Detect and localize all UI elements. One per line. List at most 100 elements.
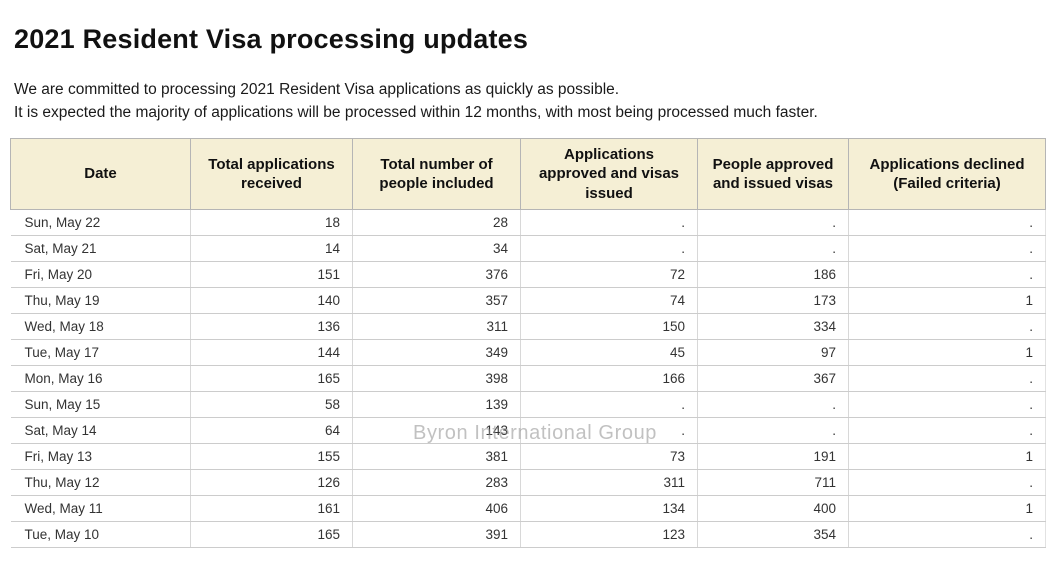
- intro-text: We are committed to processing 2021 Resi…: [14, 78, 1041, 124]
- intro-line-2: It is expected the majority of applicati…: [14, 104, 818, 121]
- value-cell: 97: [697, 339, 849, 366]
- table-row: Wed, May 18 136 311 150 334.: [10, 313, 1046, 340]
- value-cell: 334: [697, 313, 849, 340]
- column-header-applications-declined: Applications declined (Failed criteria): [848, 138, 1046, 210]
- value-cell: 18: [190, 209, 353, 236]
- column-header-people-included: Total number of people included: [352, 138, 521, 210]
- value-cell: .: [520, 209, 698, 236]
- date-cell: Thu, May 19: [10, 287, 191, 314]
- value-cell: 136: [190, 313, 353, 340]
- value-cell: .: [697, 391, 849, 418]
- date-cell: Fri, May 13: [10, 443, 191, 470]
- value-cell: 144: [190, 339, 353, 366]
- value-cell: 406: [352, 495, 521, 522]
- date-cell: Wed, May 18: [10, 313, 191, 340]
- date-cell: Tue, May 10: [10, 521, 191, 548]
- table-row: Sun, May 15 58 139...: [10, 391, 1046, 418]
- value-cell: .: [520, 391, 698, 418]
- value-cell: 166: [520, 365, 698, 392]
- value-cell: 191: [697, 443, 849, 470]
- table-row: Tue, May 10 165 391 123 354.: [10, 521, 1046, 548]
- date-cell: Wed, May 11: [10, 495, 191, 522]
- value-cell: .: [697, 417, 849, 444]
- value-cell: .: [520, 235, 698, 262]
- value-cell: 134: [520, 495, 698, 522]
- value-cell: 398: [352, 365, 521, 392]
- value-cell: .: [848, 209, 1046, 236]
- value-cell: 150: [520, 313, 698, 340]
- value-cell: .: [848, 235, 1046, 262]
- table-row: Tue, May 17 144 349 45 97 1: [10, 339, 1046, 366]
- table-row: Thu, May 12 126 283 311 711.: [10, 469, 1046, 496]
- value-cell: .: [848, 521, 1046, 548]
- table-body: Sun, May 22 18 28... Sat, May 21 14 34... Fri,…: [10, 209, 1046, 548]
- page-title: 2021 Resident Visa processing updates: [14, 24, 529, 54]
- date-cell: Tue, May 17: [10, 339, 191, 366]
- value-cell: 126: [190, 469, 353, 496]
- value-cell: .: [848, 365, 1046, 392]
- table-row: Wed, May 11 161 406 134 400 1: [10, 495, 1046, 522]
- column-header-people-approved: People approved and issued visas: [697, 138, 849, 210]
- value-cell: 354: [697, 521, 849, 548]
- value-cell: 72: [520, 261, 698, 288]
- value-cell: .: [697, 209, 849, 236]
- value-cell: 400: [697, 495, 849, 522]
- intro-line-1: We are committed to processing 2021 Resi…: [14, 81, 620, 98]
- column-header-applications-approved: Applications approved and visas issued: [520, 138, 698, 210]
- date-cell: Mon, May 16: [10, 365, 191, 392]
- page: 2021 Resident Visa processing updates We…: [0, 24, 1055, 548]
- value-cell: 45: [520, 339, 698, 366]
- table-row: Sun, May 22 18 28...: [10, 209, 1046, 236]
- value-cell: 14: [190, 235, 353, 262]
- date-cell: Sun, May 22: [10, 209, 191, 236]
- value-cell: 1: [848, 443, 1046, 470]
- header-row: Date Total applications received Total n…: [10, 138, 1046, 210]
- value-cell: 376: [352, 261, 521, 288]
- value-cell: 1: [848, 287, 1046, 314]
- value-cell: 151: [190, 261, 353, 288]
- date-cell: Fri, May 20: [10, 261, 191, 288]
- column-header-applications-received: Total applications received: [190, 138, 353, 210]
- value-cell: 711: [697, 469, 849, 496]
- value-cell: .: [697, 235, 849, 262]
- value-cell: 391: [352, 521, 521, 548]
- value-cell: 367: [697, 365, 849, 392]
- value-cell: 34: [352, 235, 521, 262]
- value-cell: 74: [520, 287, 698, 314]
- value-cell: .: [848, 469, 1046, 496]
- value-cell: 283: [352, 469, 521, 496]
- value-cell: 165: [190, 365, 353, 392]
- value-cell: 1: [848, 339, 1046, 366]
- value-cell: 161: [190, 495, 353, 522]
- value-cell: .: [848, 261, 1046, 288]
- value-cell: 165: [190, 521, 353, 548]
- table-row: Fri, May 13 155 381 73 191 1: [10, 443, 1046, 470]
- value-cell: 64: [190, 417, 353, 444]
- value-cell: .: [848, 391, 1046, 418]
- value-cell: 28: [352, 209, 521, 236]
- value-cell: 1: [848, 495, 1046, 522]
- value-cell: 311: [352, 313, 521, 340]
- date-cell: Thu, May 12: [10, 469, 191, 496]
- value-cell: 349: [352, 339, 521, 366]
- value-cell: .: [848, 417, 1046, 444]
- value-cell: 123: [520, 521, 698, 548]
- value-cell: 173: [697, 287, 849, 314]
- table-row: Mon, May 16 165 398 166 367.: [10, 365, 1046, 392]
- table-row: Sat, May 14 64 143...: [10, 417, 1046, 444]
- value-cell: 155: [190, 443, 353, 470]
- value-cell: 73: [520, 443, 698, 470]
- value-cell: 143: [352, 417, 521, 444]
- date-cell: Sat, May 21: [10, 235, 191, 262]
- value-cell: 381: [352, 443, 521, 470]
- value-cell: .: [520, 417, 698, 444]
- visa-processing-table: Date Total applications received Total n…: [10, 138, 1046, 548]
- value-cell: 311: [520, 469, 698, 496]
- value-cell: 357: [352, 287, 521, 314]
- value-cell: 139: [352, 391, 521, 418]
- value-cell: .: [848, 313, 1046, 340]
- value-cell: 186: [697, 261, 849, 288]
- date-cell: Sun, May 15: [10, 391, 191, 418]
- value-cell: 140: [190, 287, 353, 314]
- column-header-date: Date: [10, 138, 191, 210]
